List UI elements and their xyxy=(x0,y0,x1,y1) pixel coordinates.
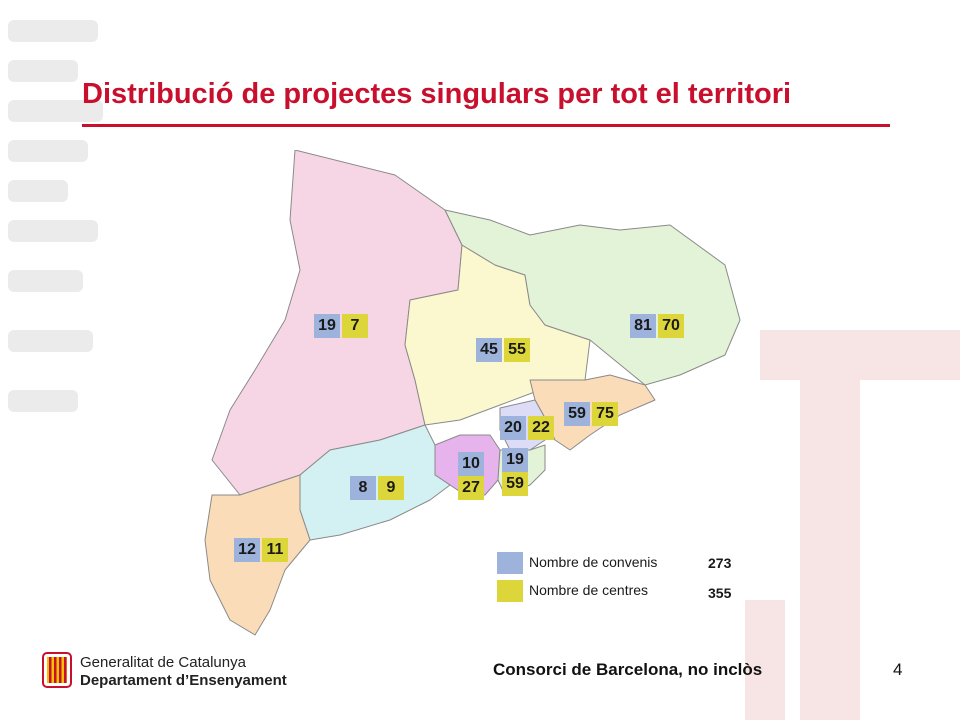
watermark-shape xyxy=(745,600,785,720)
total-centres: 355 xyxy=(708,585,732,601)
watermark-bar xyxy=(8,140,88,162)
badge-convenis-barcelona-comarques: 19 xyxy=(502,448,528,472)
legend-label-centres: Nombre de centres xyxy=(529,582,649,598)
logo-line-departament: Departament d’Ensenyament xyxy=(80,672,287,689)
badge-convenis-baix-llobregat: 10 xyxy=(458,452,484,476)
region-girona xyxy=(444,209,741,386)
badge-centres-terres-de-lebre: 11 xyxy=(262,538,288,562)
badge-convenis-lleida: 19 xyxy=(314,314,340,338)
legend-swatch-convenis xyxy=(497,552,523,574)
logo-line-generalitat: Generalitat de Catalunya xyxy=(80,654,246,671)
badge-convenis-terres-de-lebre: 12 xyxy=(234,538,260,562)
total-convenis: 273 xyxy=(708,555,732,571)
badge-convenis-maresme: 59 xyxy=(564,402,590,426)
legend-label-convenis: Nombre de convenis xyxy=(529,554,658,570)
page-number: 4 xyxy=(893,660,903,679)
watermark-bar xyxy=(8,330,93,352)
watermark-bar xyxy=(8,100,103,122)
watermark-bar xyxy=(8,220,98,242)
map-shapes xyxy=(204,150,741,636)
watermark-bar xyxy=(8,60,78,82)
badge-centres-tarragona: 9 xyxy=(378,476,404,500)
slide-title: Distribució de projectes singulars per t… xyxy=(82,78,792,110)
badge-convenis-girona: 81 xyxy=(630,314,656,338)
senyera-icon xyxy=(42,652,72,688)
badge-convenis-tarragona: 8 xyxy=(350,476,376,500)
badge-centres-central: 55 xyxy=(504,338,530,362)
watermark-bar xyxy=(8,270,83,292)
watermark-bar xyxy=(8,390,78,412)
watermark-bar xyxy=(8,20,98,42)
badge-centres-baix-llobregat: 27 xyxy=(458,476,484,500)
badge-convenis-valles-occidental: 20 xyxy=(500,416,526,440)
badge-centres-maresme: 75 xyxy=(592,402,618,426)
catalonia-map: 19 7 45 55 81 70 59 75 20 22 10 27 19 59… xyxy=(200,150,745,640)
badge-centres-lleida: 7 xyxy=(342,314,368,338)
badge-centres-barcelona-comarques: 59 xyxy=(502,472,528,496)
legend-swatch-centres xyxy=(497,580,523,602)
watermark-shape xyxy=(760,330,960,380)
badge-convenis-central: 45 xyxy=(476,338,502,362)
watermark-shape xyxy=(800,380,860,720)
watermark-bar xyxy=(8,180,68,202)
badge-centres-valles-occidental: 22 xyxy=(528,416,554,440)
watermark-left-column xyxy=(0,0,110,720)
footer-note: Consorci de Barcelona, no inclòs xyxy=(493,660,763,679)
generalitat-logo: Generalitat de Catalunya Departament d’E… xyxy=(42,652,302,692)
title-underline xyxy=(82,124,890,127)
badge-centres-girona: 70 xyxy=(658,314,684,338)
